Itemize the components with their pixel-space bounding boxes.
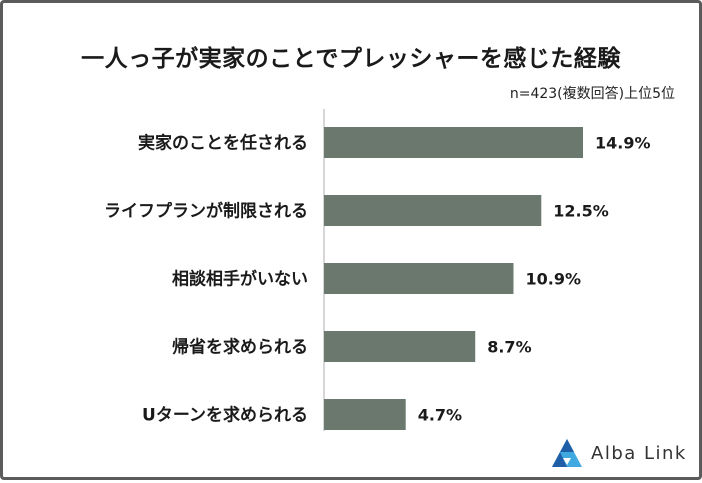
chart-title: 一人っ子が実家のことでプレッシャーを感じた経験 xyxy=(81,46,621,72)
value-label-0: 14.9% xyxy=(595,134,651,153)
bar-1 xyxy=(324,195,542,226)
bar-4 xyxy=(324,399,406,430)
category-label-0: 実家のことを任される xyxy=(138,133,308,154)
value-label-3: 8.7% xyxy=(487,338,531,357)
category-label-2: 相談相手がいない xyxy=(172,269,308,290)
bar-0 xyxy=(324,127,583,158)
value-label-1: 12.5% xyxy=(553,202,609,221)
value-label-2: 10.9% xyxy=(525,270,581,289)
bar-chart: 実家のことを任される 14.9% ライフプランが制限される 12.5% 相談相手がいない… xyxy=(104,109,651,431)
brand-name: Alba Link xyxy=(591,442,687,464)
category-label-4: Uターンを求められる xyxy=(142,405,308,426)
value-label-4: 4.7% xyxy=(418,406,462,425)
bar-2 xyxy=(324,263,514,294)
category-label-1: ライフプランが制限される xyxy=(104,201,308,222)
brand-logo: Alba Link xyxy=(551,438,687,468)
chart-subtitle: n=423(複数回答)上位5位 xyxy=(509,86,675,102)
alba-link-triangle-logo-icon xyxy=(552,439,582,467)
bar-3 xyxy=(324,331,476,362)
category-label-3: 帰省を求められる xyxy=(172,337,308,358)
